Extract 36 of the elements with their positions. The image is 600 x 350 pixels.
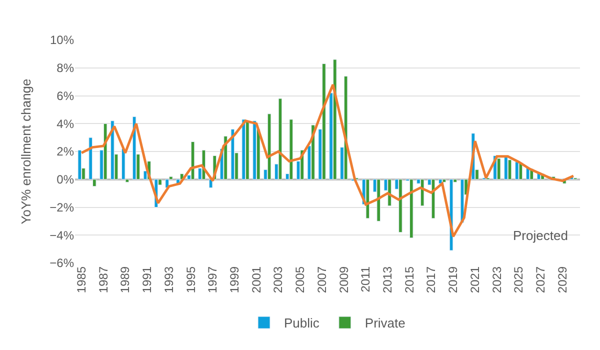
y-tick-label: 6% xyxy=(56,88,74,103)
annotation: Projected xyxy=(513,228,568,243)
y-tick-label: 10% xyxy=(50,33,74,48)
x-tick-label: 2001 xyxy=(249,266,264,294)
y-tick-label: 4% xyxy=(56,116,74,131)
x-tick-label: 2021 xyxy=(468,266,482,294)
x-tick-label: 2011 xyxy=(358,266,373,292)
y-axis-title: YoY% enrollment change xyxy=(18,78,34,224)
y-tick-label: 0% xyxy=(56,172,74,187)
y-tick-label: −6% xyxy=(50,256,74,270)
x-tick-label: 2005 xyxy=(293,266,308,294)
x-tick-label: 2015 xyxy=(402,266,416,294)
x-tick-label: 1995 xyxy=(184,266,198,294)
x-tick-label: 2019 xyxy=(446,266,460,294)
x-tick-label: 2009 xyxy=(336,266,351,294)
x-tick-label: 1989 xyxy=(118,266,132,294)
x-tick-label: 2007 xyxy=(314,266,329,294)
x-tick-label: 1997 xyxy=(206,266,220,294)
x-tick-label: 2003 xyxy=(271,266,286,294)
x-tick-label: 1993 xyxy=(162,266,176,294)
x-tick-label: 2017 xyxy=(424,266,438,294)
x-tick-label: 1999 xyxy=(227,266,242,294)
x-tick-label: 1985 xyxy=(74,266,88,294)
x-tick-label: 2023 xyxy=(490,266,504,294)
legend-label: Public xyxy=(284,316,320,331)
y-tick-label: −4% xyxy=(50,228,74,242)
x-tick-label: 2013 xyxy=(380,266,395,294)
y-tick-label: 2% xyxy=(56,144,74,159)
legend-label: Private xyxy=(364,316,406,331)
y-tick-label: −2% xyxy=(50,200,74,214)
y-tick-label: 8% xyxy=(56,61,74,76)
x-tick-label: 1991 xyxy=(140,266,154,294)
x-tick-label: 1987 xyxy=(96,266,110,294)
x-tick-label: 2027 xyxy=(534,266,548,294)
x-tick-label: 2029 xyxy=(555,266,570,294)
x-tick-label: 2025 xyxy=(512,266,526,294)
